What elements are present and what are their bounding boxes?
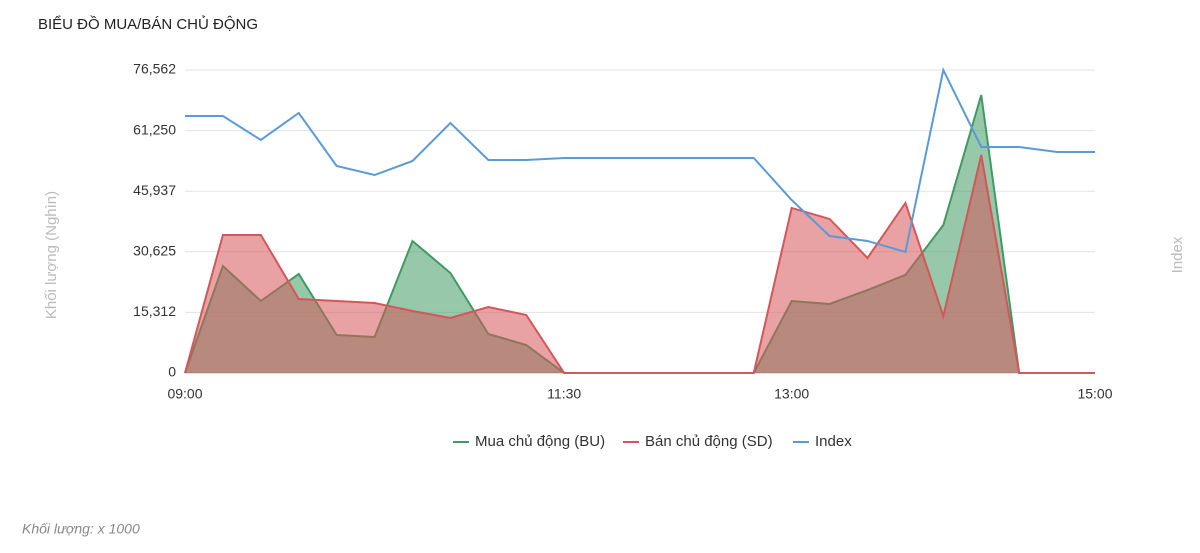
- index-line: [185, 66, 1095, 254]
- y-tick-label: 76,562: [133, 61, 176, 77]
- y-tick-label: 30,625: [133, 243, 176, 259]
- x-tick-label: 11:30: [547, 386, 581, 402]
- x-tick-label: 09:00: [167, 386, 202, 402]
- y-tick-label: 61,250: [133, 121, 176, 137]
- y-tick-label: 0: [168, 364, 176, 380]
- legend-label: Index: [815, 433, 852, 450]
- area-line: [184, 154, 1095, 374]
- y-tick-label: 15,312: [133, 303, 176, 319]
- x-tick-label: 13:00: [774, 386, 809, 402]
- y-tick-label: 45,937: [133, 182, 176, 198]
- y2-axis-title: Index: [1169, 236, 1186, 273]
- legend-label: Mua chủ động (BU): [475, 433, 605, 450]
- x-tick-label: 15:00: [1077, 386, 1112, 402]
- chart-title: BIỂU ĐỒ MUA/BÁN CHỦ ĐỘNG: [38, 15, 258, 33]
- legend-label: Bán chủ động (SD): [645, 433, 773, 450]
- y-axis-title: Khối lượng (Nghìn): [43, 191, 60, 319]
- footnote: Khối lượng: x 1000: [22, 521, 140, 537]
- area-fill: [185, 154, 1095, 373]
